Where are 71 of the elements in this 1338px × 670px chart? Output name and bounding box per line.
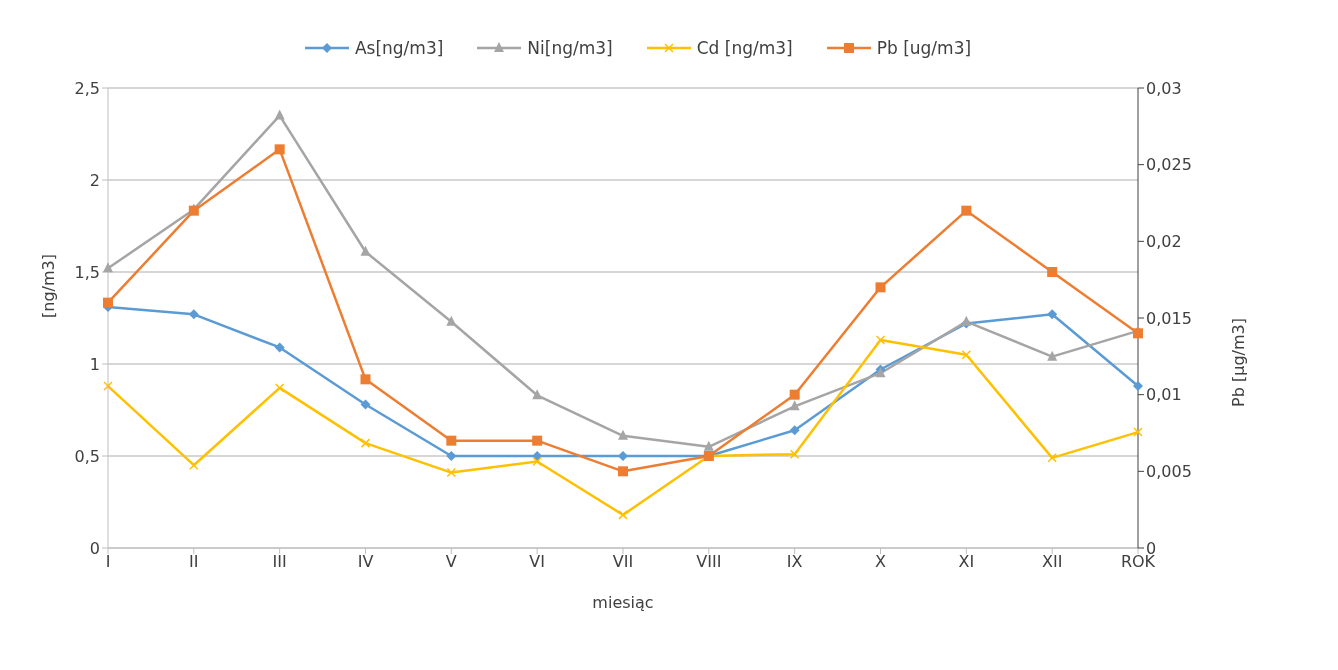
point <box>1047 267 1058 277</box>
point <box>618 510 628 520</box>
y2-tick-label: 0,03 <box>1146 78 1182 98</box>
point <box>618 429 628 440</box>
x-tick-label: IX <box>786 552 803 572</box>
y2-tick-label: 0,01 <box>1146 385 1182 405</box>
point <box>274 109 285 120</box>
x-tick-label: II <box>189 552 199 572</box>
x-tick-label: XI <box>958 552 975 572</box>
point <box>1047 309 1058 320</box>
y-axis-title: [ng/m3] <box>38 254 58 318</box>
point <box>618 466 628 477</box>
x-tick-label: VIII <box>696 552 722 572</box>
x-axis-title: miesiąc <box>592 593 654 612</box>
point <box>103 297 113 308</box>
point <box>1047 453 1057 463</box>
point <box>446 451 457 461</box>
point <box>618 451 628 461</box>
point <box>961 205 972 216</box>
point <box>961 350 972 360</box>
point <box>789 425 800 436</box>
point <box>274 383 285 393</box>
y2-tick-label: 0,02 <box>1146 232 1182 252</box>
point <box>1133 427 1143 437</box>
point <box>532 389 543 400</box>
x-tick-label: I <box>105 552 111 572</box>
y-tick-label: 0,5 <box>74 446 100 466</box>
point <box>1047 350 1058 361</box>
legend-label: Pb [ug/m3] <box>876 38 972 58</box>
point <box>360 438 371 448</box>
point <box>789 389 800 400</box>
point <box>360 245 371 256</box>
point <box>446 315 457 326</box>
point <box>274 144 285 155</box>
x-tick-label: VII <box>612 552 634 572</box>
point <box>875 282 886 293</box>
point <box>789 400 800 411</box>
point <box>188 309 199 320</box>
point <box>103 262 113 273</box>
point <box>875 335 886 345</box>
point <box>789 449 800 459</box>
point <box>360 374 371 385</box>
y2-tick-label: 0,005 <box>1146 462 1192 482</box>
point <box>532 456 542 467</box>
point <box>274 342 285 353</box>
y2-tick-label: 0,025 <box>1146 155 1192 175</box>
x-tick-label: XII <box>1041 552 1063 572</box>
x-tick-label: V <box>445 552 457 572</box>
x-tick-label: VI <box>529 552 545 572</box>
x-tick-label: X <box>875 552 887 572</box>
point <box>1133 381 1143 392</box>
y-tick-label: 1 <box>89 354 100 374</box>
y-tick-label: 1,5 <box>74 262 100 282</box>
y-tick-label: 0 <box>89 538 100 558</box>
point <box>103 381 113 391</box>
point <box>446 435 457 446</box>
point <box>703 440 714 451</box>
point <box>1133 328 1143 339</box>
point <box>189 460 199 470</box>
y2-tick-label: 0,015 <box>1146 308 1192 328</box>
point <box>360 399 371 410</box>
y-tick-label: 2,5 <box>74 78 100 98</box>
x-tick-label: IV <box>357 552 374 572</box>
y2-axis-title: Pb [µg/m3] <box>1228 318 1248 407</box>
point <box>446 467 457 478</box>
y-tick-label: 2 <box>89 170 100 190</box>
point <box>532 435 543 446</box>
x-tick-label: III <box>272 552 287 572</box>
legend-label: As[ng/m3] <box>354 38 444 58</box>
legend-label: Cd [ng/m3] <box>696 38 793 58</box>
legend-label: Ni[ng/m3] <box>527 38 613 58</box>
